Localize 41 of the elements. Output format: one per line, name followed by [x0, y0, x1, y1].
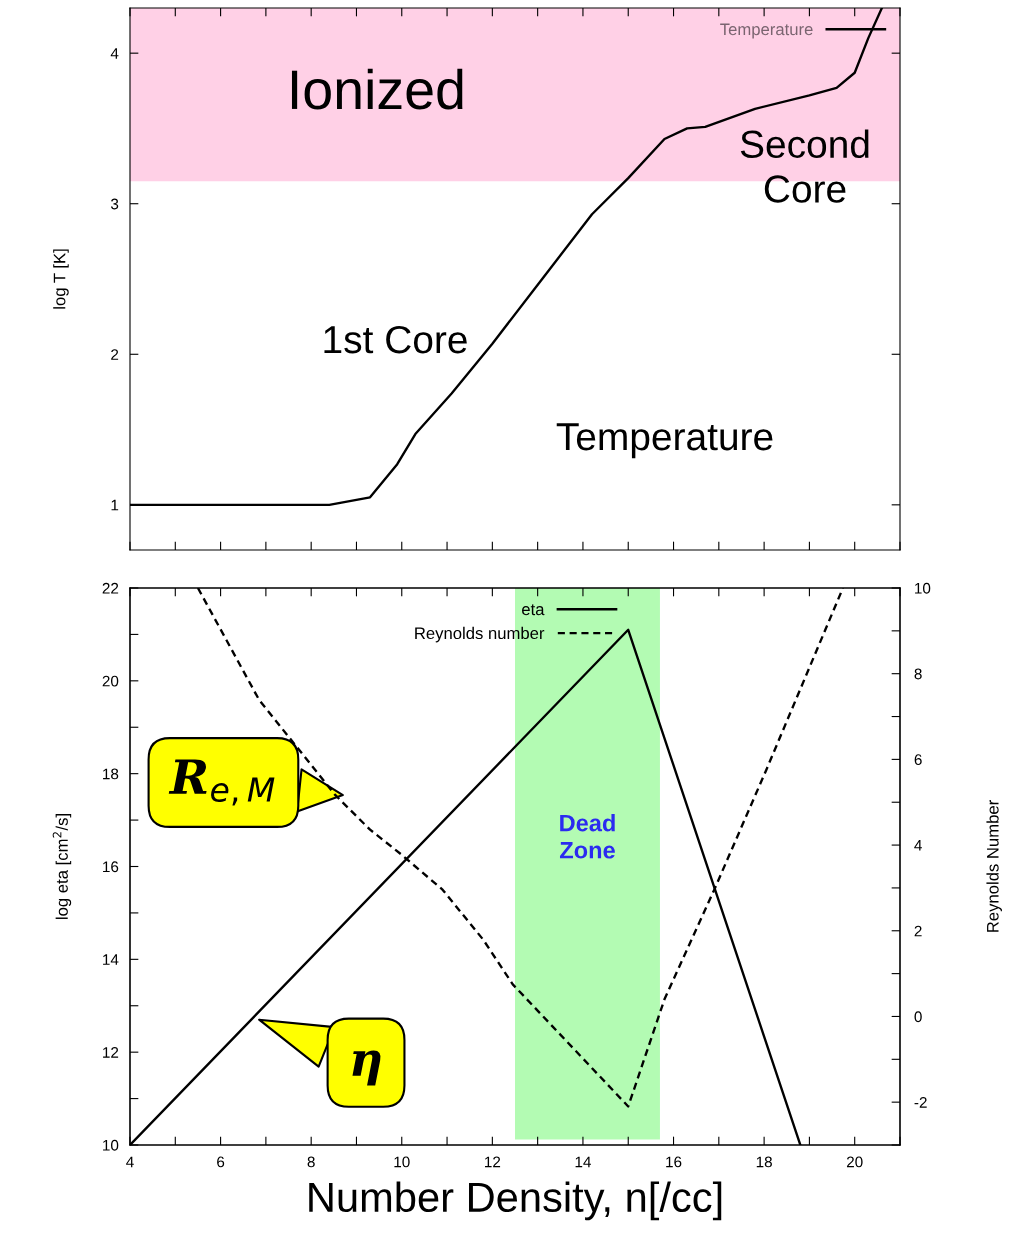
y2-tick-label: -2 [914, 1097, 927, 1108]
annotation: Temperature [556, 423, 773, 459]
y-tick-label: 3 [110, 198, 119, 210]
x-tick-label: 16 [666, 1156, 682, 1168]
legend-label: Reynolds number [415, 626, 545, 643]
y-tick-label: 10 [103, 1139, 119, 1151]
y2-tick-label: 10 [915, 582, 931, 594]
x-tick-label: 12 [485, 1156, 501, 1168]
annotation: R$_{e,M}$ [168, 759, 275, 806]
y2-tick-label: 0 [914, 1011, 922, 1023]
y-tick-label: 18 [103, 768, 119, 780]
legend-label: eta [522, 604, 545, 616]
y-tick-label: 2 [111, 349, 119, 360]
x-tick-label: 14 [575, 1156, 591, 1168]
legend-label: Temperature [720, 23, 813, 39]
y-tick-label: 22 [102, 582, 119, 594]
y2-tick-label: 8 [914, 668, 922, 680]
y-axis-title: log T [K] [53, 249, 69, 309]
annotation: Second Core [740, 129, 869, 203]
y2-tick-label: 4 [914, 840, 922, 851]
y-tick-label: 1 [111, 499, 119, 511]
y-tick-label: 4 [110, 48, 119, 59]
y-tick-label: 16 [103, 861, 119, 873]
y2-tick-label: 6 [914, 754, 922, 766]
x-tick-label: 10 [394, 1156, 410, 1168]
annotation: 1st Core [324, 325, 467, 354]
y-tick-label: 20 [102, 675, 119, 687]
x-tick-label: 18 [756, 1156, 772, 1168]
x-tick-label: 6 [217, 1156, 225, 1168]
x-axis-title: Number Density, n[/cc] [309, 1181, 722, 1221]
band-label: Ionized [291, 68, 463, 110]
y2-tick-label: 2 [914, 925, 922, 937]
x-tick-label: 20 [846, 1156, 863, 1168]
y-axis-title: log eta [cm$^{2}$/s] [52, 814, 72, 919]
x-tick-label: 4 [126, 1156, 134, 1168]
y2-axis-title: Reynolds Number [986, 800, 1002, 932]
annotation: η [352, 1050, 381, 1086]
y-tick-label: 12 [103, 1047, 119, 1058]
band-label: Dead Zone [559, 814, 615, 859]
y-tick-label: 14 [103, 954, 119, 965]
x-tick-label: 8 [307, 1156, 315, 1168]
